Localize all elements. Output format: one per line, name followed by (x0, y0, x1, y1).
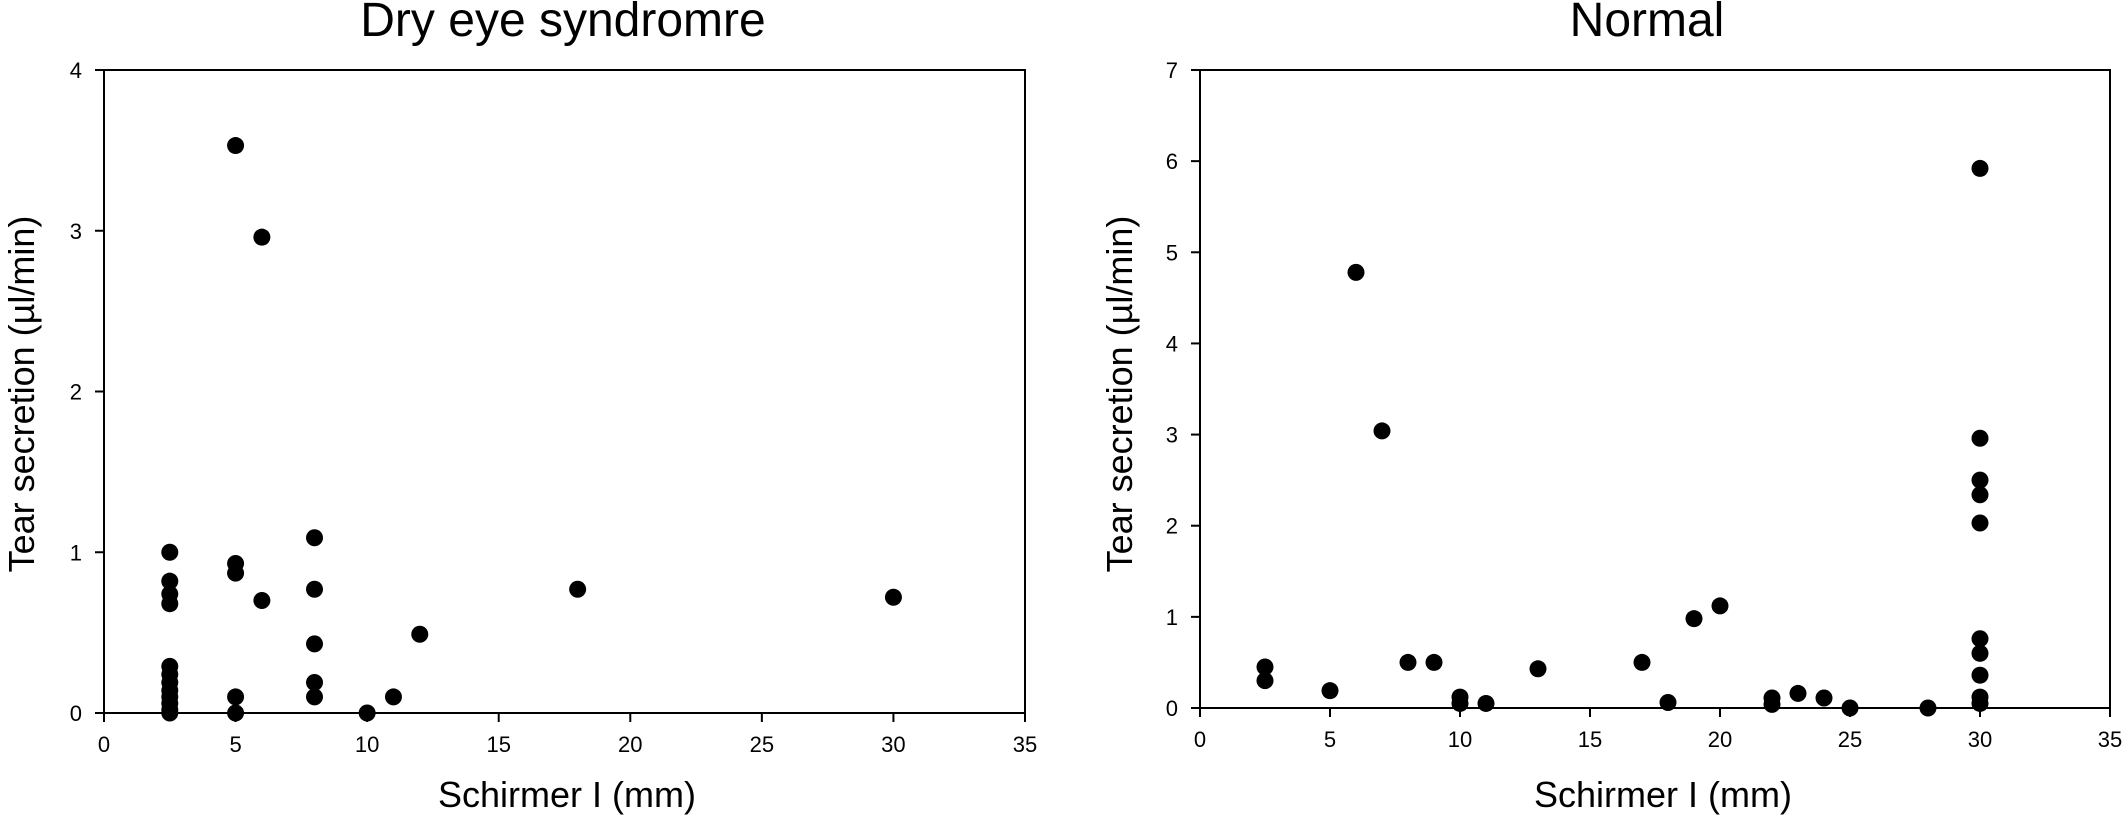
point-group (1256, 159, 1989, 717)
data-point (1971, 486, 1989, 504)
data-point (253, 228, 271, 246)
data-point (1841, 699, 1859, 717)
x-tick-label: 10 (1448, 727, 1472, 752)
data-point (227, 704, 245, 722)
y-tick-label: 1 (70, 540, 82, 565)
y-tick-label: 0 (1166, 696, 1178, 721)
x-tick-label: 20 (618, 732, 642, 757)
data-point (306, 673, 324, 691)
data-point (161, 595, 179, 613)
y-tick-label: 3 (70, 219, 82, 244)
data-point (253, 591, 271, 609)
y-tick-label: 4 (1166, 331, 1178, 356)
y-tick-label: 5 (1166, 240, 1178, 265)
data-point (1971, 471, 1989, 489)
y-axis-title: Tear secretion (µl/min) (1, 216, 42, 573)
data-point (227, 137, 245, 155)
data-point (884, 588, 902, 606)
y-tick-label: 1 (1166, 605, 1178, 630)
data-point (1347, 263, 1365, 281)
x-tick-label: 15 (486, 732, 510, 757)
data-point (1971, 666, 1989, 684)
plot-frame (103, 69, 1026, 714)
chart-panel-dry-eye: Dry eye syndromre Schirmer I (mm) Tear s… (1, 0, 1037, 815)
y-tick-label: 3 (1166, 423, 1178, 448)
x-tick-label: 35 (2098, 727, 2122, 752)
data-point (1425, 653, 1443, 671)
x-tick-label: 10 (355, 732, 379, 757)
chart-title: Dry eye syndromre (360, 0, 765, 47)
x-tick-label: 5 (229, 732, 241, 757)
data-point (1685, 610, 1703, 628)
y-tick-label: 2 (70, 380, 82, 405)
data-point (306, 529, 324, 547)
tick-group: 0 5 10 15 20 25 30 35 0 1 2 3 4 5 6 7 (1166, 58, 2122, 752)
data-point (1659, 694, 1677, 712)
y-tick-label: 2 (1166, 514, 1178, 539)
data-point (1971, 694, 1989, 712)
data-point (1529, 660, 1547, 678)
x-tick-label: 30 (881, 732, 905, 757)
x-tick-label: 0 (98, 732, 110, 757)
data-point (1399, 653, 1417, 671)
data-point (1477, 694, 1495, 712)
data-point (358, 704, 376, 722)
y-tick-label: 6 (1166, 149, 1178, 174)
point-group (161, 137, 902, 722)
data-point (1256, 658, 1274, 676)
data-point (1971, 514, 1989, 532)
x-tick-label: 30 (1968, 727, 1992, 752)
data-point (1919, 699, 1937, 717)
data-point (1971, 630, 1989, 648)
x-tick-label: 15 (1578, 727, 1602, 752)
data-point (1451, 694, 1469, 712)
data-point (384, 688, 402, 706)
data-point (227, 564, 245, 582)
data-point (161, 572, 179, 590)
data-point (1256, 672, 1274, 690)
plot-frame (1199, 69, 2111, 709)
data-point (227, 688, 245, 706)
data-point (1971, 159, 1989, 177)
data-point (1373, 422, 1391, 440)
data-point (411, 625, 429, 643)
x-tick-label: 35 (1013, 732, 1037, 757)
data-point (161, 543, 179, 561)
data-point (1321, 682, 1339, 700)
data-point (1971, 644, 1989, 662)
data-point (306, 688, 324, 706)
x-tick-label: 25 (1838, 727, 1862, 752)
chart-panel-normal: Normal Schirmer I (mm) Tear secretion (µ… (1099, 0, 2122, 815)
data-point (1763, 695, 1781, 713)
tick-group: 0 5 10 15 20 25 30 35 0 1 2 3 4 (70, 58, 1037, 757)
data-point (1711, 597, 1729, 615)
data-point (1815, 689, 1833, 707)
y-tick-label: 0 (70, 701, 82, 726)
x-tick-label: 0 (1194, 727, 1206, 752)
data-point (306, 635, 324, 653)
data-point (1789, 684, 1807, 702)
data-point (569, 580, 587, 598)
x-tick-label: 25 (750, 732, 774, 757)
x-axis-title: Schirmer I (mm) (1534, 774, 1792, 815)
x-axis-title: Schirmer I (mm) (438, 774, 696, 815)
data-point (1971, 429, 1989, 447)
data-point (161, 704, 179, 722)
y-tick-label: 4 (70, 58, 82, 83)
chart-title: Normal (1570, 0, 1725, 47)
y-axis-title: Tear secretion (µl/min) (1099, 216, 1140, 573)
x-tick-label: 20 (1708, 727, 1732, 752)
x-tick-label: 5 (1324, 727, 1336, 752)
data-point (306, 580, 324, 598)
data-point (1633, 653, 1651, 671)
y-tick-label: 7 (1166, 58, 1178, 83)
